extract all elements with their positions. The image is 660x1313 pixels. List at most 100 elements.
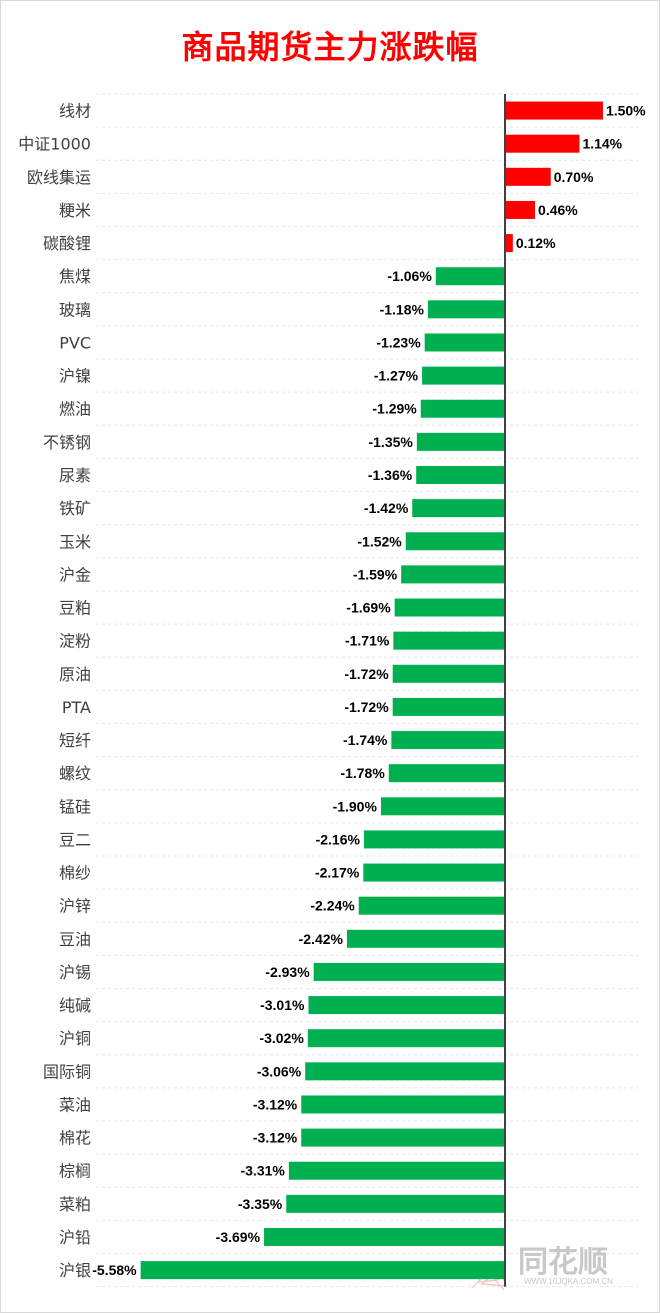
data-label: -1.29% xyxy=(372,401,417,417)
data-label: -1.72% xyxy=(344,666,389,682)
bar xyxy=(305,1062,505,1081)
data-label: -1.72% xyxy=(344,699,389,715)
bar xyxy=(401,565,505,584)
category-label: 淀粉 xyxy=(59,632,91,651)
category-label: 沪锌 xyxy=(59,897,91,916)
category-label: 棉纱 xyxy=(59,864,91,883)
bar xyxy=(363,830,505,849)
data-label: -2.93% xyxy=(265,964,310,980)
data-label: -1.18% xyxy=(380,301,425,317)
category-label: 螺纹 xyxy=(59,764,91,783)
category-label: 豆油 xyxy=(59,930,91,949)
data-label: -2.17% xyxy=(315,865,360,881)
bar xyxy=(301,1128,505,1147)
data-label: -1.74% xyxy=(343,732,388,748)
data-label: 0.12% xyxy=(516,235,556,251)
bar xyxy=(412,499,505,518)
data-label: -1.52% xyxy=(357,533,402,549)
data-label: -3.06% xyxy=(257,1063,302,1079)
bar xyxy=(363,863,505,882)
watermark-brand: 同花顺 xyxy=(518,1245,608,1280)
data-label: -1.71% xyxy=(345,633,390,649)
labels-layer: 线材 1.50% 中证1000 1.14% 欧线集运 0.70% 粳米 0.46% 碳酸锂 0.1… xyxy=(18,102,646,1281)
bar xyxy=(288,1161,505,1180)
data-label: -1.69% xyxy=(346,600,391,616)
bar xyxy=(416,465,505,484)
bar xyxy=(416,432,505,451)
bar xyxy=(505,200,536,219)
bar xyxy=(391,731,505,750)
bar xyxy=(420,399,505,418)
bar xyxy=(301,1095,505,1114)
category-label: 粳米 xyxy=(59,201,91,220)
watermark-url: WWW.10JQKA.COM.CN xyxy=(524,1277,613,1286)
category-label: 沪银 xyxy=(59,1261,91,1280)
bar xyxy=(505,134,580,153)
bar xyxy=(388,764,505,783)
data-label: -1.23% xyxy=(376,334,421,350)
bar xyxy=(505,101,603,120)
category-label: 纯碱 xyxy=(59,996,91,1015)
data-label: -3.12% xyxy=(253,1096,298,1112)
category-label: 尿素 xyxy=(59,466,91,485)
category-label: 锰硅 xyxy=(59,797,91,816)
bar xyxy=(505,167,551,186)
data-label: 0.70% xyxy=(554,169,594,185)
data-label: 1.50% xyxy=(606,103,646,119)
data-label: -3.12% xyxy=(253,1130,298,1146)
data-label: 1.14% xyxy=(582,136,622,152)
data-label: -3.01% xyxy=(260,997,305,1013)
category-label: 棕榈 xyxy=(59,1162,91,1181)
data-label: -1.90% xyxy=(333,798,378,814)
bar xyxy=(346,929,505,948)
category-label: 沪铅 xyxy=(59,1228,91,1247)
bar xyxy=(505,234,513,253)
data-label: -1.78% xyxy=(340,765,385,781)
category-label: 沪镍 xyxy=(59,367,91,386)
chart-title: 商品期货主力涨跌幅 xyxy=(181,28,479,66)
category-label: 线材 xyxy=(59,102,91,121)
category-label: 不锈钢 xyxy=(43,433,91,452)
data-label: -2.42% xyxy=(299,931,344,947)
data-label: -1.06% xyxy=(387,268,432,284)
category-label: 棉花 xyxy=(59,1129,91,1148)
bar xyxy=(307,1029,505,1048)
category-label: 沪金 xyxy=(59,565,91,584)
category-label: 沪锡 xyxy=(59,963,91,982)
category-label: 焦煤 xyxy=(59,267,91,286)
bar xyxy=(422,366,505,385)
data-label: -3.35% xyxy=(238,1196,283,1212)
data-label: -1.27% xyxy=(374,368,419,384)
data-label: 0.46% xyxy=(538,202,578,218)
category-label: 原油 xyxy=(59,665,91,684)
category-label: 短纤 xyxy=(59,731,91,750)
data-label: -1.42% xyxy=(364,500,409,516)
bar xyxy=(427,300,505,319)
category-label: PVC xyxy=(59,333,91,352)
bar xyxy=(405,532,505,551)
category-label: 沪铜 xyxy=(59,1029,91,1048)
bar xyxy=(286,1194,505,1213)
category-label: 玻璃 xyxy=(59,300,91,319)
data-label: -3.02% xyxy=(259,1030,304,1046)
bar xyxy=(308,996,505,1015)
bar xyxy=(392,664,505,683)
bar xyxy=(358,896,505,915)
category-label: 欧线集运 xyxy=(27,168,91,187)
category-label: 菜粕 xyxy=(59,1195,91,1214)
bars-layer xyxy=(140,101,603,1280)
category-label: 豆二 xyxy=(59,830,91,849)
category-label: 菜油 xyxy=(59,1095,91,1114)
category-label: 燃油 xyxy=(59,400,91,419)
category-label: 国际铜 xyxy=(43,1062,91,1081)
bar xyxy=(424,333,505,352)
data-label: -1.59% xyxy=(353,566,398,582)
data-label: -3.31% xyxy=(240,1163,285,1179)
data-label: -1.36% xyxy=(368,467,413,483)
data-label: -2.24% xyxy=(310,898,355,914)
category-label: PTA xyxy=(62,698,91,717)
category-label: 铁矿 xyxy=(59,499,91,518)
bar xyxy=(140,1261,505,1280)
category-label: 碳酸锂 xyxy=(43,234,91,253)
